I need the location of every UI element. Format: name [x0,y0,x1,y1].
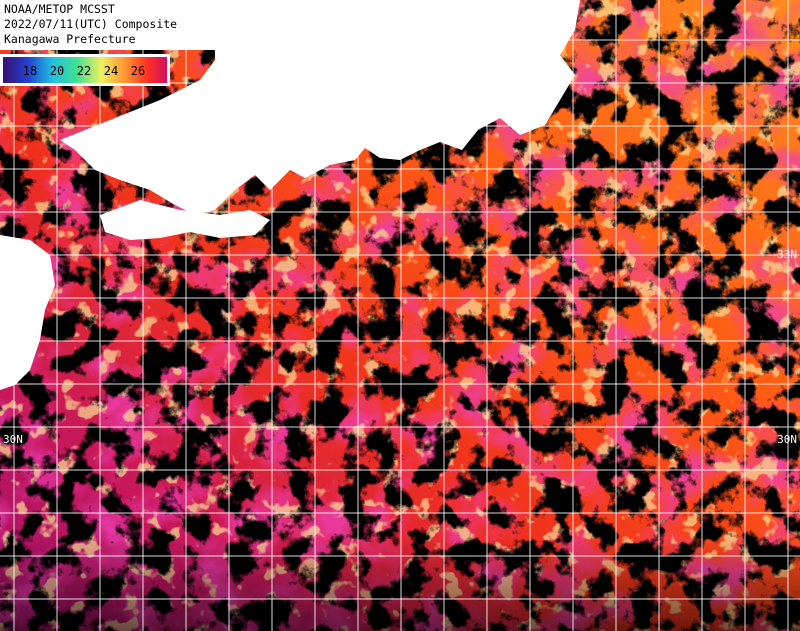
header-line: NOAA/METOP MCSST [4,2,115,16]
colorbar-label: 22 [77,64,91,78]
latitude-label: 33N [777,248,797,261]
header-box [0,0,216,50]
cloud-shade [0,400,800,631]
colorbar [3,57,167,83]
colorbar-label: 26 [131,64,145,78]
grid-labels: 33N 30N 30N [3,248,797,446]
colorbar-label: 20 [50,64,64,78]
header-line: 2022/07/11(UTC) Composite [4,17,177,31]
colorbar-label: 24 [104,64,118,78]
header-line: Kanagawa Prefecture [4,32,136,46]
colorbar-labels: 18 20 22 24 26 [23,64,145,78]
latitude-label: 30N [777,433,797,446]
latitude-label: 30N [3,433,23,446]
colorbar-label: 18 [23,64,37,78]
honshu [60,0,580,215]
